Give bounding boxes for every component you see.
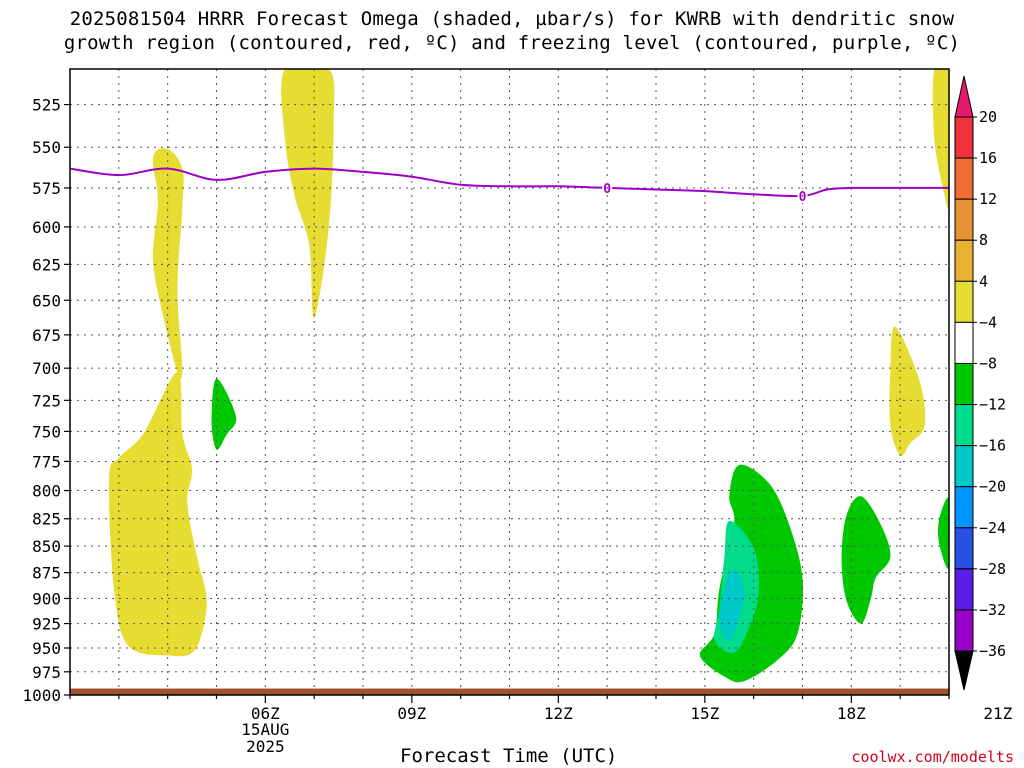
y-tick-label-625: 625 — [32, 255, 61, 274]
x-tick-label-18Z: 18Z — [837, 704, 866, 723]
colorbar-band-8 — [954, 404, 974, 447]
colorbar-band-13 — [954, 609, 974, 652]
omega-region-5 — [889, 326, 926, 457]
freezing-level-layer: 00 — [69, 167, 949, 205]
y-tick-label-550: 550 — [32, 138, 61, 157]
colorbar-label-10: −20 — [979, 478, 1006, 496]
omega-region-2 — [108, 372, 207, 657]
freezing-level-label-2: 0 — [799, 190, 807, 205]
y-tick-label-825: 825 — [32, 510, 61, 529]
y-tick-label-875: 875 — [32, 564, 61, 583]
date-label-day: 15AUG — [241, 720, 289, 739]
omega-region-11 — [719, 569, 745, 641]
x-tick-label-09Z: 09Z — [397, 704, 426, 723]
colorbar: 20 16 12 8 4 −4 −8 −12 −16 −20 −24 −28 −32 −36 — [954, 75, 1006, 691]
freezing-level-label-1: 0 — [603, 182, 611, 197]
colorbar-bottom-arrow — [954, 650, 974, 691]
y-tick-label-650: 650 — [32, 291, 61, 310]
freezing-label-bg-2 — [797, 188, 808, 203]
credit-link[interactable]: coolwx.com/modelts — [851, 748, 1014, 766]
omega-region-8 — [841, 496, 891, 624]
chart-title-line-2: growth region (contoured, red, ºC) and f… — [63, 32, 961, 54]
colorbar-label-7: −8 — [979, 354, 997, 372]
freezing-level-line — [69, 167, 949, 198]
surface-band-layer — [70, 688, 949, 695]
colorbar-label-14: −36 — [979, 642, 1006, 660]
x-tick-label-21Z: 21Z — [983, 704, 1012, 723]
colorbar-band-10 — [954, 486, 974, 529]
y-tick-label-850: 850 — [32, 537, 61, 556]
y-tick-label-975: 975 — [32, 663, 61, 682]
y-tick-label-600: 600 — [32, 218, 61, 237]
surface-band — [70, 688, 949, 695]
x-tick-label-06Z: 06Z — [251, 704, 280, 723]
y-tick-label-700: 700 — [32, 359, 61, 378]
omega-region-3 — [281, 69, 335, 319]
colorbar-band-1 — [954, 116, 974, 159]
colorbar-label-6: −4 — [979, 313, 997, 331]
y-tick-label-775: 775 — [32, 452, 61, 471]
colorbar-band-9 — [954, 445, 974, 488]
colorbar-band-4 — [954, 239, 974, 282]
colorbar-label-9: −16 — [979, 437, 1006, 455]
chart-title-line-1: 2025081504 HRRR Forecast Omega (shaded, … — [69, 8, 955, 30]
date-label-year: 2025 — [246, 737, 285, 756]
colorbar-label-4: 8 — [979, 231, 988, 249]
colorbar-top-arrow — [954, 75, 974, 118]
y-tick-label-950: 950 — [32, 639, 61, 658]
x-tick-label-12Z: 12Z — [544, 704, 573, 723]
omega-region-1 — [152, 148, 184, 379]
y-tick-label-1000: 1000 — [22, 686, 61, 705]
x-tick-label-15Z: 15Z — [690, 704, 719, 723]
y-tick-label-750: 750 — [32, 422, 61, 441]
colorbar-label-8: −12 — [979, 396, 1006, 414]
y-tick-label-925: 925 — [32, 615, 61, 634]
colorbar-label-11: −24 — [979, 519, 1006, 537]
y-tick-label-900: 900 — [32, 589, 61, 608]
colorbar-label-2: 16 — [979, 149, 997, 167]
omega-region-6 — [211, 378, 237, 450]
colorbar-label-1: 20 — [979, 108, 997, 126]
y-tick-label-675: 675 — [32, 326, 61, 345]
y-tick-label-725: 725 — [32, 391, 61, 410]
colorbar-band-12 — [954, 568, 974, 611]
colorbar-label-5: 4 — [979, 272, 988, 290]
omega-shading-layer — [108, 69, 949, 683]
colorbar-band-6 — [954, 321, 974, 364]
y-axis: 525 550 575 600 625 650 675 700 725 750 775 800 825 8… — [22, 96, 70, 705]
colorbar-label-3: 12 — [979, 190, 997, 208]
colorbar-band-2 — [954, 157, 974, 200]
colorbar-label-13: −32 — [979, 601, 1006, 619]
colorbar-band-7 — [954, 362, 974, 406]
y-tick-label-575: 575 — [32, 179, 61, 198]
colorbar-band-3 — [954, 198, 974, 241]
y-tick-label-525: 525 — [32, 96, 61, 115]
omega-region-4 — [932, 69, 949, 209]
omega-region-9 — [938, 497, 949, 569]
colorbar-band-11 — [954, 527, 974, 570]
y-tick-label-800: 800 — [32, 482, 61, 501]
colorbar-label-12: −28 — [979, 560, 1006, 578]
freezing-label-bg-1 — [602, 180, 613, 195]
x-axis-label: Forecast Time (UTC) — [400, 745, 618, 767]
colorbar-band-5 — [954, 280, 974, 323]
